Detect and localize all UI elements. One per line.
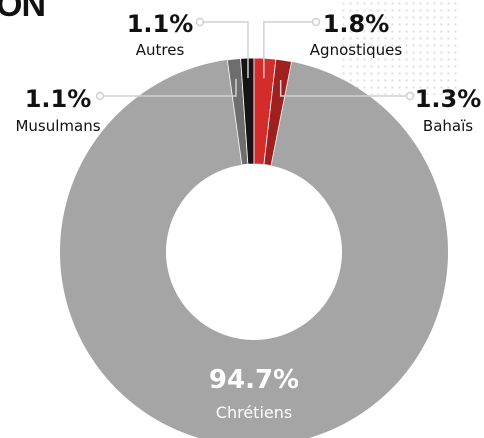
- slice-label-value-chretiens: 94.7%: [209, 365, 299, 395]
- page-title-fragment: ON: [0, 0, 46, 24]
- leader-dot-musulmans: [95, 91, 105, 101]
- leader-lines: [95, 17, 415, 101]
- slice-label-name-agnostiques: Agnostiques: [310, 41, 403, 59]
- slice-label-value-autres: 1.1%: [127, 10, 194, 38]
- dotted-map-decoration: [340, 0, 460, 95]
- donut-slice-chretiens: [60, 59, 448, 438]
- slice-label-name-chretiens: Chrétiens: [216, 403, 292, 422]
- slice-label-name-musulmans: Musulmans: [15, 117, 100, 135]
- leader-line-agnostiques: [263, 21, 316, 79]
- leader-line-musulmans: [100, 78, 237, 97]
- leader-dot-autres: [195, 17, 205, 27]
- slice-label-name-bahais: Bahaïs: [423, 117, 473, 135]
- slice-label-value-musulmans: 1.1%: [25, 85, 92, 113]
- leader-dot-bahais: [405, 91, 415, 101]
- slice-label-name-autres: Autres: [136, 41, 185, 59]
- slice-label-value-bahais: 1.3%: [415, 85, 482, 113]
- leader-line-autres: [200, 21, 249, 79]
- leader-dot-agnostiques: [311, 17, 321, 27]
- slice-label-value-agnostiques: 1.8%: [323, 10, 390, 38]
- donut-slice-bahais: [263, 58, 293, 167]
- leader-line-bahais: [279, 80, 410, 97]
- donut-slices: [60, 57, 448, 438]
